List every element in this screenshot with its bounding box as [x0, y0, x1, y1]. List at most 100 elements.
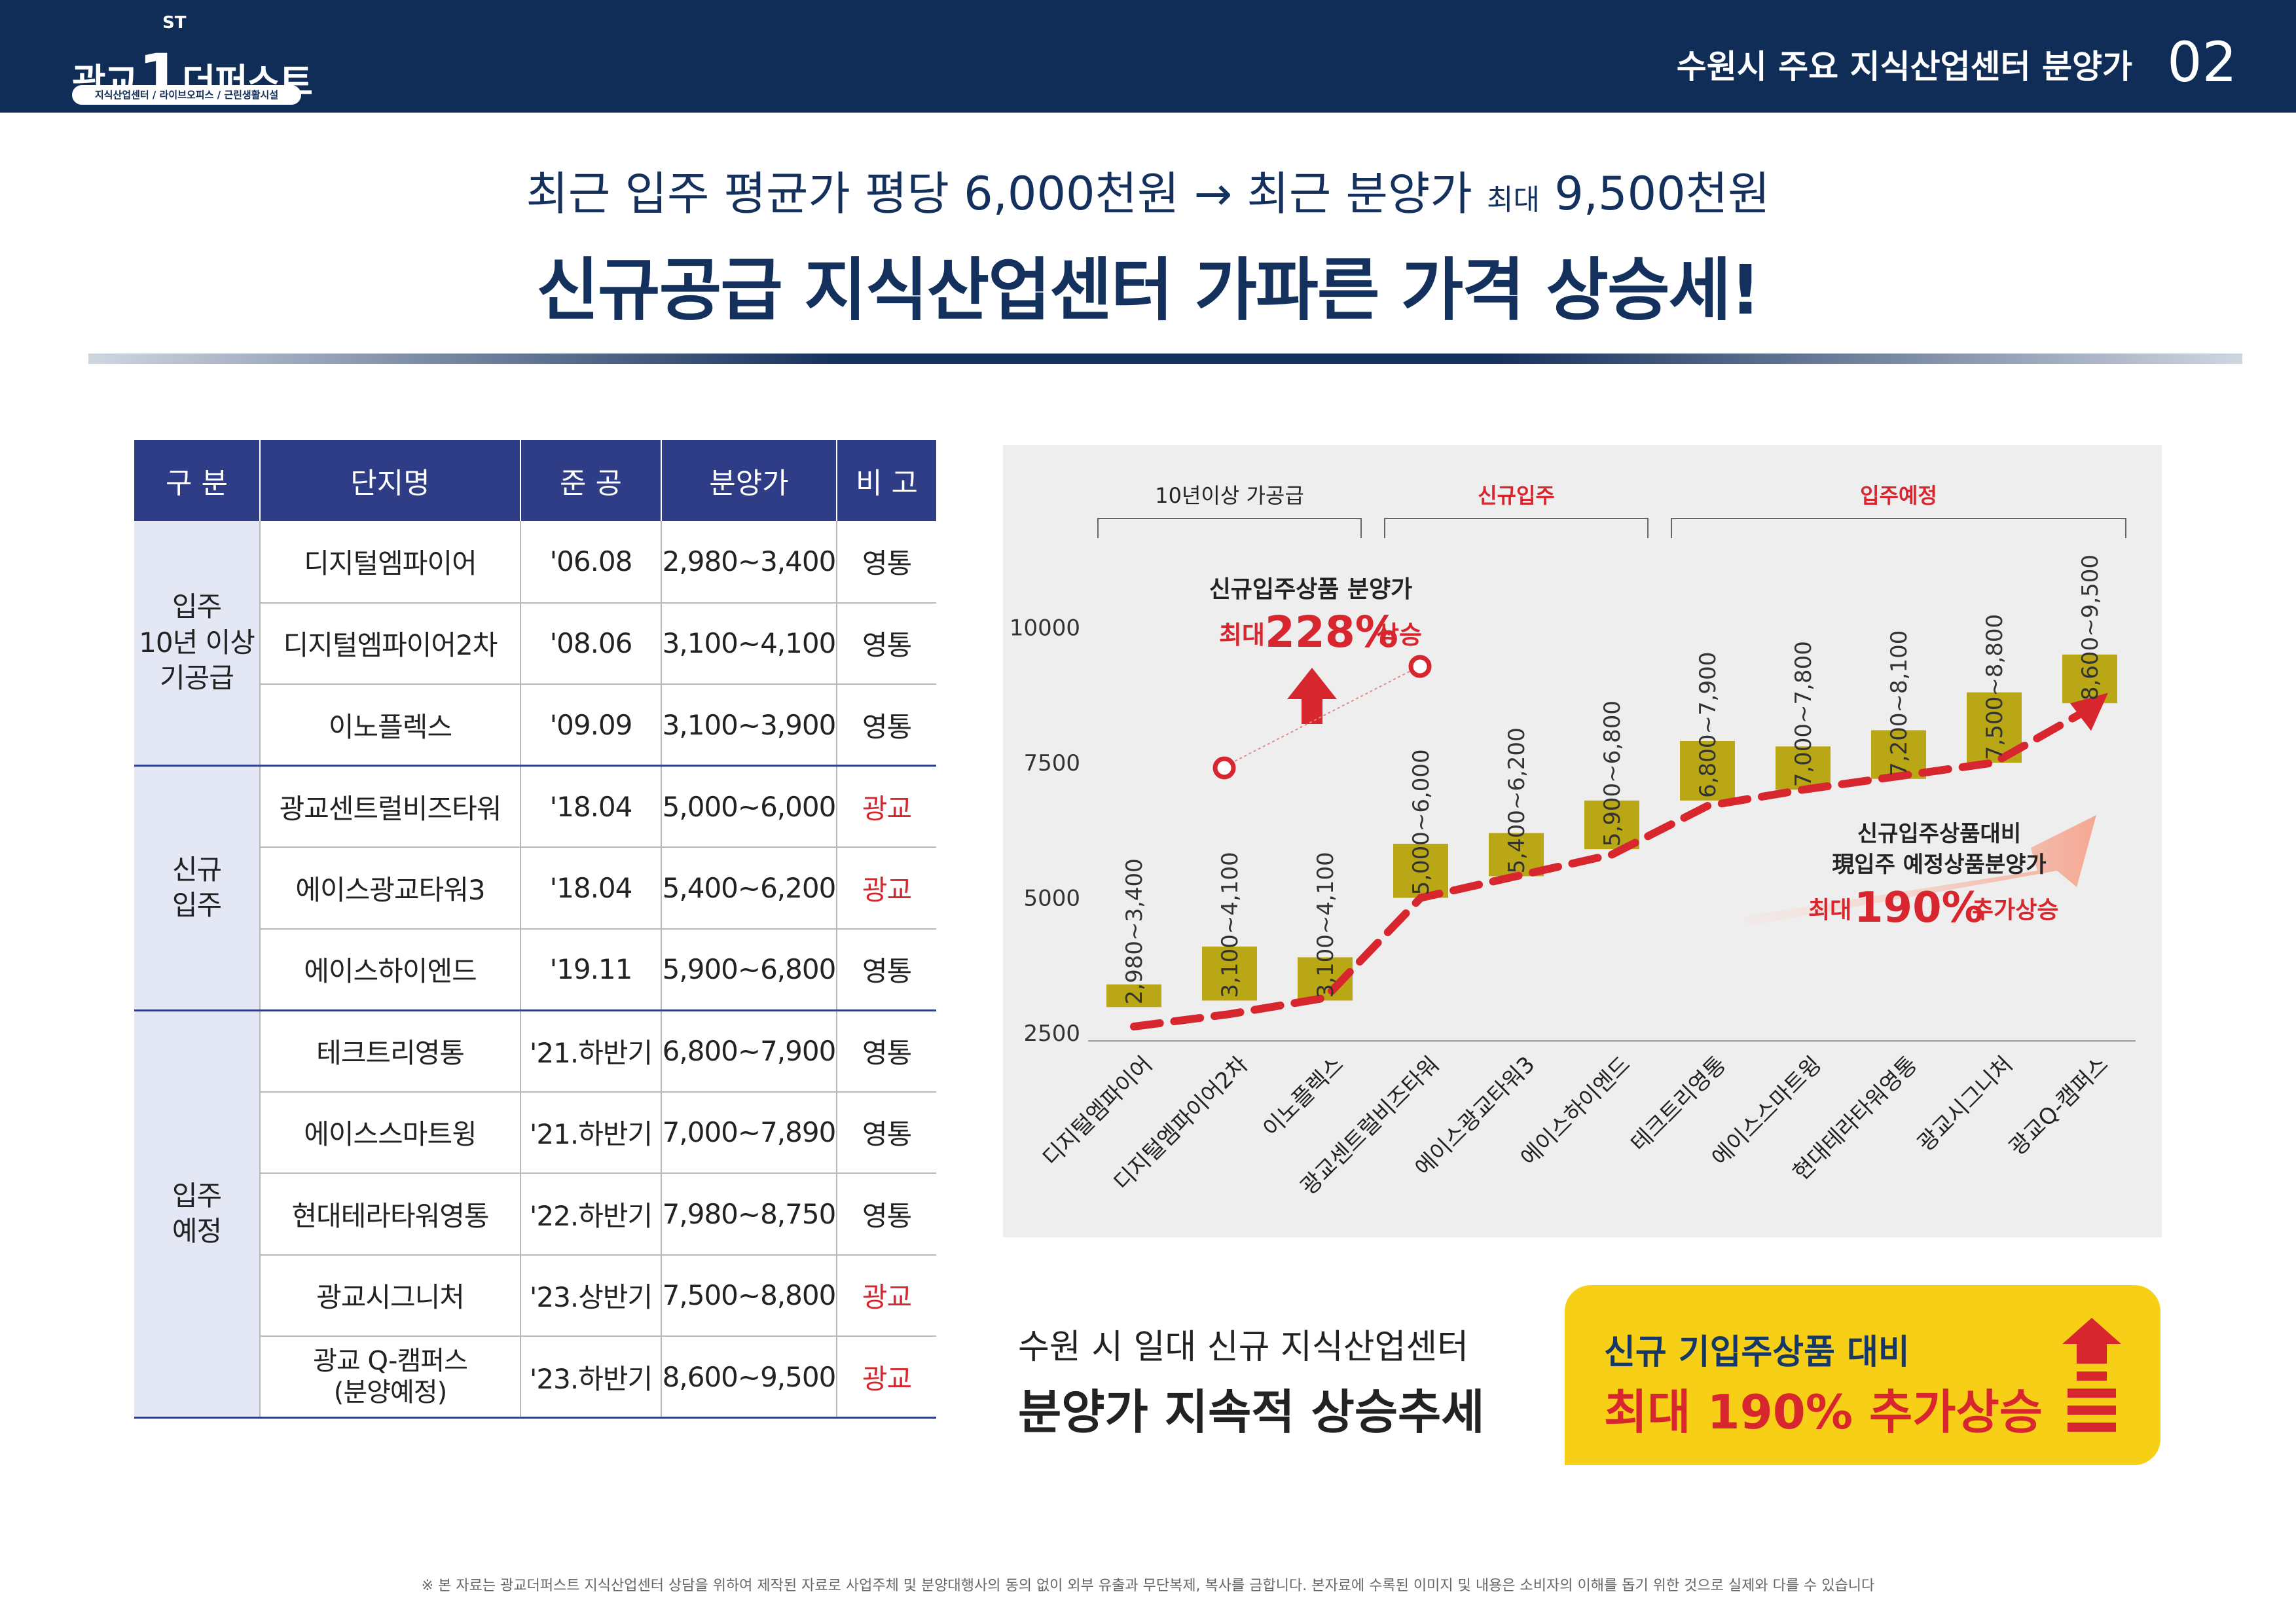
callout-box: 신규 기입주상품 대비 최대 190% 추가상승 [1565, 1285, 2160, 1465]
group-label: 10년이상 가공급 [1155, 483, 1304, 508]
annotation1-line1: 신규입주상품 분양가 [1209, 576, 1413, 603]
headline-line1-b: 9,500천원 [1554, 167, 1770, 221]
range-label: 6,800~7,900 [1695, 652, 1721, 798]
annotation1-end-dot [1408, 655, 1432, 678]
category-label: 광교시그니처 [1912, 1051, 2018, 1157]
complex-name-cell: 테크트리영통 [259, 1010, 520, 1093]
headline-line1: 최근 입주 평균가 평당 6,000천원 → 최근 분양가 최대 9,500천원 [0, 157, 2296, 223]
complex-name-cell: 광교센트럴비즈타워 [259, 765, 520, 848]
note-cell: 영통 [836, 928, 936, 1011]
group-bracket [1671, 518, 2126, 538]
group-label: 입주예정 [1860, 483, 1937, 508]
range-label: 7,200~8,100 [1886, 630, 1912, 776]
range-label: 7,000~7,800 [1791, 641, 1817, 787]
category-label: 광교Q-캠퍼스 [2004, 1051, 2113, 1161]
completion-cell: '09.09 [520, 684, 661, 767]
annotation2-pre: 최대 [1808, 897, 1851, 924]
logo-st: ST [162, 13, 187, 33]
range-label: 5,900~6,800 [1599, 700, 1626, 846]
table-row: 광교 Q-캠퍼스 (분양예정) '23.하반기 8,600~9,500 광교 [134, 1336, 936, 1419]
note-cell: 영통 [836, 1091, 936, 1174]
table-row: 신규 입주 광교센트럴비즈타워 '18.04 5,000~6,000 광교 [134, 765, 936, 1011]
group-bracket [1384, 518, 1649, 538]
range-label: 5,000~6,000 [1408, 749, 1434, 895]
y-tick-label: 5000 [1023, 886, 1080, 912]
complex-name-cell: 현대테라타워영통 [259, 1173, 520, 1256]
page-number: 02 [2167, 30, 2237, 94]
range-label: 2,980~3,400 [1121, 858, 1148, 1004]
complex-name-cell: 디지털엠파이어 [259, 521, 520, 604]
annotation1-pre: 최대 [1219, 621, 1265, 649]
note-cell: 영통 [836, 1010, 936, 1093]
range-label: 7,500~8,800 [1982, 614, 2008, 760]
note-cell: 광교 [836, 1254, 936, 1337]
complex-name-cell: 광교 Q-캠퍼스 (분양예정) [259, 1336, 520, 1419]
price-range-bar [1393, 843, 1448, 898]
table-row: 광교시그니처 '23.상반기 7,500~8,800 광교 [134, 1254, 936, 1337]
annotation2-post: 추가상승 [1972, 897, 2058, 924]
price-cell: 3,100~4,100 [661, 602, 837, 685]
completion-cell: '21.하반기 [520, 1091, 661, 1174]
price-cell: 5,000~6,000 [661, 765, 837, 848]
price-range-bar [2062, 654, 2117, 704]
completion-cell: '18.04 [520, 765, 661, 848]
price-range-bar [1871, 730, 1926, 779]
header-title: 수원시 주요 지식산업센터 분양가 [1676, 48, 2132, 86]
note-cell: 광교 [836, 765, 936, 848]
table-row: 에이스하이엔드 '19.11 5,900~6,800 영통 [134, 928, 936, 1011]
bottom-line2: 분양가 지속적 상승추세 [1018, 1385, 1485, 1440]
completion-cell: '21.하반기 [520, 1010, 661, 1093]
header-completion: 준 공 [520, 440, 661, 521]
group-cell: 입주 10년 이상 기공급 [134, 521, 260, 767]
bottom-line1: 수원 시 일대 신규 지식산업센터 [1018, 1328, 1469, 1367]
price-range-bar [1202, 946, 1257, 1001]
header-price: 분양가 [661, 440, 837, 521]
price-cell: 8,600~9,500 [661, 1336, 837, 1419]
price-cell: 5,900~6,800 [661, 928, 837, 1011]
completion-cell: '06.08 [520, 521, 661, 604]
y-tick-label: 7500 [1023, 750, 1080, 776]
note-cell: 영통 [836, 602, 936, 685]
table-row: 입주 예정 테크트리영통 '21.하반기 6,800~7,900 영통 [134, 1010, 936, 1419]
trend-arrow-shape [1743, 815, 2096, 926]
logo-subtitle: 지식산업센터 / 라이브오피스 / 근린생활시설 [72, 85, 301, 105]
y-tick-label: 10000 [1010, 615, 1080, 642]
price-range-bar [1680, 740, 1735, 801]
note-cell: 영통 [836, 521, 936, 604]
range-label: 8,600~9,500 [2077, 554, 2104, 700]
footnote: ※ 본 자료는 광교더퍼스트 지식산업센터 상담을 위하여 제작된 자료로 사업… [421, 1578, 1875, 1594]
annotation1-big: 228% [1265, 607, 1398, 657]
complex-name-cell: 에이스하이엔드 [259, 928, 520, 1011]
header-note: 비 고 [836, 440, 936, 521]
callout-line2: 최대 190% 추가상승 [1604, 1385, 2043, 1440]
price-cell: 2,980~3,400 [661, 521, 837, 604]
completion-cell: '08.06 [520, 602, 661, 685]
table-row: 디지털엠파이어2차 '08.06 3,100~4,100 영통 [134, 602, 936, 685]
annotation1-up-arrow [1287, 668, 1337, 724]
annotation1-connector [1225, 667, 1417, 767]
annotation1-start-dot [1212, 756, 1236, 780]
price-cell: 3,100~3,900 [661, 684, 837, 767]
annotation1-post: 상승 [1376, 621, 1422, 649]
price-chart: 2500 5000 7500 10000 10년이상 가공급 신규입주 입주예정 2,980~… [1010, 483, 2136, 1200]
range-label: 3,100~4,100 [1217, 852, 1243, 998]
table-row: 에이스광교타워3'18.04 5,400~6,200 광교 [134, 847, 936, 930]
note-cell: 영통 [836, 1173, 936, 1256]
table-row: 에이스스마트윙 '21.하반기 7,000~7,890 영통 [134, 1091, 936, 1174]
table-header-row: 구 분 단지명 준 공 분양가 비 고 [134, 440, 936, 521]
complex-name-cell: 에이스광교타워3 [259, 847, 520, 930]
headline-line1-small: 최대 [1487, 183, 1540, 217]
group-bracket [1097, 518, 1362, 538]
price-range-bar [1106, 984, 1161, 1008]
table-row: 이노플렉스 '09.09 3,100~3,900 영통 [134, 684, 936, 767]
completion-cell: '23.상반기 [520, 1254, 661, 1337]
group-cell: 입주 예정 [134, 1010, 260, 1419]
header-category: 구 분 [134, 440, 260, 521]
trend-arrow-head [2070, 693, 2108, 731]
completion-cell: '22.하반기 [520, 1173, 661, 1256]
price-range-bar [1776, 746, 1831, 790]
note-cell: 광교 [836, 847, 936, 930]
group-cell: 신규 입주 [134, 765, 260, 1011]
category-label: 이노플렉스 [1258, 1051, 1349, 1142]
complex-name-cell: 광교시그니처 [259, 1254, 520, 1337]
